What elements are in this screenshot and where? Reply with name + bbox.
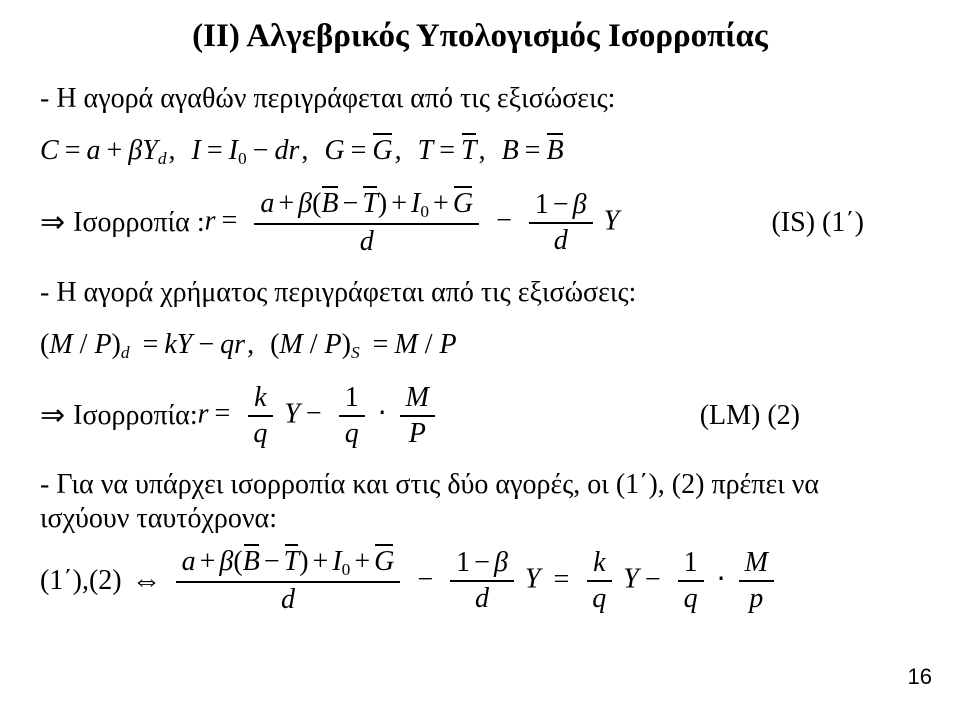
math: r= a+β(B−T)+I0+G d − 1−β d Y — [205, 187, 620, 259]
implies-icon: ⇒ — [40, 398, 73, 433]
bullet-money-market: - Η αγορά χρήματος περιγράφεται από τις … — [40, 277, 920, 309]
bullet-goods-market: - Η αγορά αγαθών περιγράφεται από τις εξ… — [40, 83, 920, 115]
bullet-both-2: ισχύουν ταυτόχρονα: — [40, 503, 920, 535]
eq-final: (1΄),(2) ⇔ a+β(B−T)+I0+G d − 1−β d Y = k… — [40, 545, 920, 617]
eq-goods: C=a+βYd, I=I0−dr, G=G, T=T, B=B — [40, 135, 920, 169]
eq-lm: ⇒ Ισορροπία: r= kq Y− 1q ⋅ MP (LM) (2) — [40, 381, 920, 451]
lm-tag: (LM) (2) — [700, 400, 920, 432]
math: C=a+βYd, I=I0−dr, G=G, T=T, B=B — [40, 135, 564, 169]
final-left: (1΄),(2) — [40, 565, 122, 597]
implies-icon: ⇒ — [40, 205, 73, 240]
math: a+β(B−T)+I0+G d − 1−β d Y = kq Y− 1q ⋅ M… — [172, 545, 778, 617]
iff-icon: ⇔ — [122, 564, 172, 598]
eq-money: (M / P)d =kY−qr, (M / P)S =M / P — [40, 329, 920, 363]
page-title: (ΙΙ) Αλγεβρικός Υπολογισμός Ισορροπίας — [40, 18, 920, 55]
is-label: Ισορροπία : — [73, 207, 204, 239]
bullet-both-1: - Για να υπάρχει ισορροπία και στις δύο … — [40, 469, 920, 501]
math: r= kq Y− 1q ⋅ MP — [198, 381, 439, 451]
is-tag: (IS) (1΄) — [771, 207, 920, 239]
math: (M / P)d =kY−qr, (M / P)S =M / P — [40, 329, 457, 363]
page-number: 16 — [908, 664, 932, 690]
lm-label: Ισορροπία: — [73, 400, 197, 432]
eq-is: ⇒ Ισορροπία : r= a+β(B−T)+I0+G d − 1−β d… — [40, 187, 920, 259]
